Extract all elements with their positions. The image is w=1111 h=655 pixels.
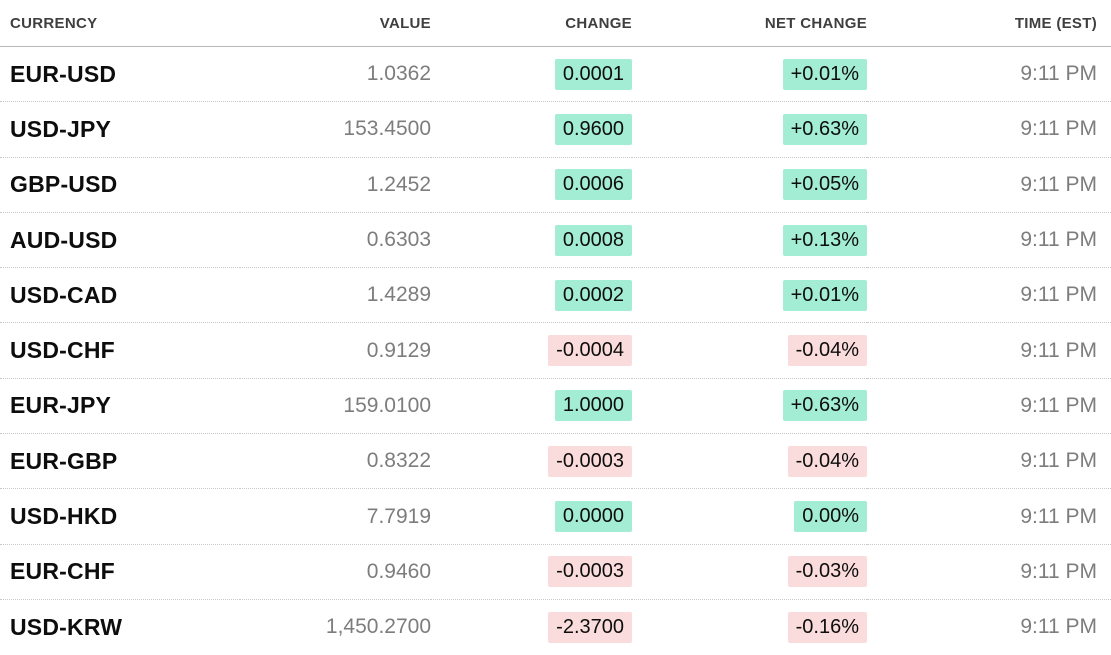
time-cell: 9:11 PM <box>1020 228 1097 252</box>
table-row[interactable]: USD-CAD 1.4289 0.0002 +0.01% 9:11 PM <box>0 267 1111 324</box>
currency-pair-link[interactable]: EUR-JPY <box>10 392 112 419</box>
column-header-net-change: NET CHANGE <box>632 0 867 47</box>
time-cell: 9:11 PM <box>1020 615 1097 639</box>
net-change-badge: +0.13% <box>782 224 867 256</box>
value-cell: 1.2452 <box>366 172 431 196</box>
net-change-badge: +0.01% <box>782 58 867 90</box>
time-cell: 9:11 PM <box>1020 449 1097 473</box>
net-change-badge: +0.01% <box>782 279 867 311</box>
table-row[interactable]: USD-JPY 153.4500 0.9600 +0.63% 9:11 PM <box>0 101 1111 158</box>
value-cell: 1,450.2700 <box>325 615 431 639</box>
change-badge: 0.0008 <box>554 224 632 256</box>
net-change-badge: -0.04% <box>787 445 867 477</box>
column-header-value: VALUE <box>240 0 431 47</box>
time-cell: 9:11 PM <box>1020 338 1097 362</box>
net-change-badge: +0.63% <box>782 113 867 145</box>
column-header-currency: CURRENCY <box>0 0 240 47</box>
table-row[interactable]: AUD-USD 0.6303 0.0008 +0.13% 9:11 PM <box>0 212 1111 269</box>
change-badge: 1.0000 <box>554 390 632 422</box>
net-change-badge: 0.00% <box>794 501 867 533</box>
time-cell: 9:11 PM <box>1020 393 1097 417</box>
time-cell: 9:11 PM <box>1020 62 1097 86</box>
time-cell: 9:11 PM <box>1020 504 1097 528</box>
table-row[interactable]: USD-CHF 0.9129 -0.0004 -0.04% 9:11 PM <box>0 322 1111 379</box>
change-badge: -0.0003 <box>548 445 632 477</box>
change-badge: -0.0004 <box>548 335 632 367</box>
value-cell: 1.0362 <box>366 62 431 86</box>
currency-pair-link[interactable]: USD-JPY <box>10 115 112 142</box>
change-badge: -0.0003 <box>548 556 632 588</box>
value-cell: 0.6303 <box>366 228 431 252</box>
change-badge: 0.0000 <box>554 501 632 533</box>
table-row[interactable]: EUR-GBP 0.8322 -0.0003 -0.04% 9:11 PM <box>0 433 1111 490</box>
value-cell: 0.9129 <box>366 338 431 362</box>
value-cell: 0.9460 <box>366 559 431 583</box>
time-cell: 9:11 PM <box>1020 117 1097 141</box>
currency-pair-link[interactable]: USD-CHF <box>10 337 115 364</box>
table-row[interactable]: USD-KRW 1,450.2700 -2.3700 -0.16% 9:11 PM <box>0 599 1111 654</box>
change-badge: 0.0002 <box>554 279 632 311</box>
net-change-badge: -0.03% <box>787 556 867 588</box>
table-row[interactable]: GBP-USD 1.2452 0.0006 +0.05% 9:11 PM <box>0 157 1111 213</box>
currency-pair-link[interactable]: USD-CAD <box>10 281 118 308</box>
currency-pair-link[interactable]: GBP-USD <box>10 171 118 198</box>
table-row[interactable]: EUR-CHF 0.9460 -0.0003 -0.03% 9:11 PM <box>0 544 1111 600</box>
value-cell: 153.4500 <box>343 117 431 141</box>
value-cell: 159.0100 <box>343 393 431 417</box>
time-cell: 9:11 PM <box>1020 559 1097 583</box>
currency-pair-link[interactable]: AUD-USD <box>10 226 118 253</box>
column-header-change: CHANGE <box>431 0 632 47</box>
currency-pair-link[interactable]: USD-KRW <box>10 613 123 640</box>
value-cell: 0.8322 <box>366 449 431 473</box>
currency-pair-link[interactable]: EUR-CHF <box>10 558 115 585</box>
currency-pair-link[interactable]: USD-HKD <box>10 503 118 530</box>
value-cell: 1.4289 <box>366 283 431 307</box>
table-row[interactable]: EUR-USD 1.0362 0.0001 +0.01% 9:11 PM <box>0 46 1111 103</box>
net-change-badge: +0.63% <box>782 390 867 422</box>
table-row[interactable]: EUR-JPY 159.0100 1.0000 +0.63% 9:11 PM <box>0 378 1111 435</box>
table-header-row: CURRENCY VALUE CHANGE NET CHANGE TIME (E… <box>0 0 1111 47</box>
currency-pair-link[interactable]: EUR-USD <box>10 60 117 87</box>
net-change-badge: +0.05% <box>782 169 867 201</box>
table-row[interactable]: USD-HKD 7.7919 0.0000 0.00% 9:11 PM <box>0 488 1111 545</box>
column-header-time-est: TIME (EST) <box>867 0 1111 47</box>
value-cell: 7.7919 <box>366 504 431 528</box>
time-cell: 9:11 PM <box>1020 283 1097 307</box>
change-badge: 0.0006 <box>554 169 632 201</box>
change-badge: 0.9600 <box>554 113 632 145</box>
change-badge: 0.0001 <box>554 58 632 90</box>
net-change-badge: -0.16% <box>787 611 867 643</box>
net-change-badge: -0.04% <box>787 335 867 367</box>
currency-pair-link[interactable]: EUR-GBP <box>10 447 118 474</box>
change-badge: -2.3700 <box>548 611 632 643</box>
time-cell: 9:11 PM <box>1020 172 1097 196</box>
